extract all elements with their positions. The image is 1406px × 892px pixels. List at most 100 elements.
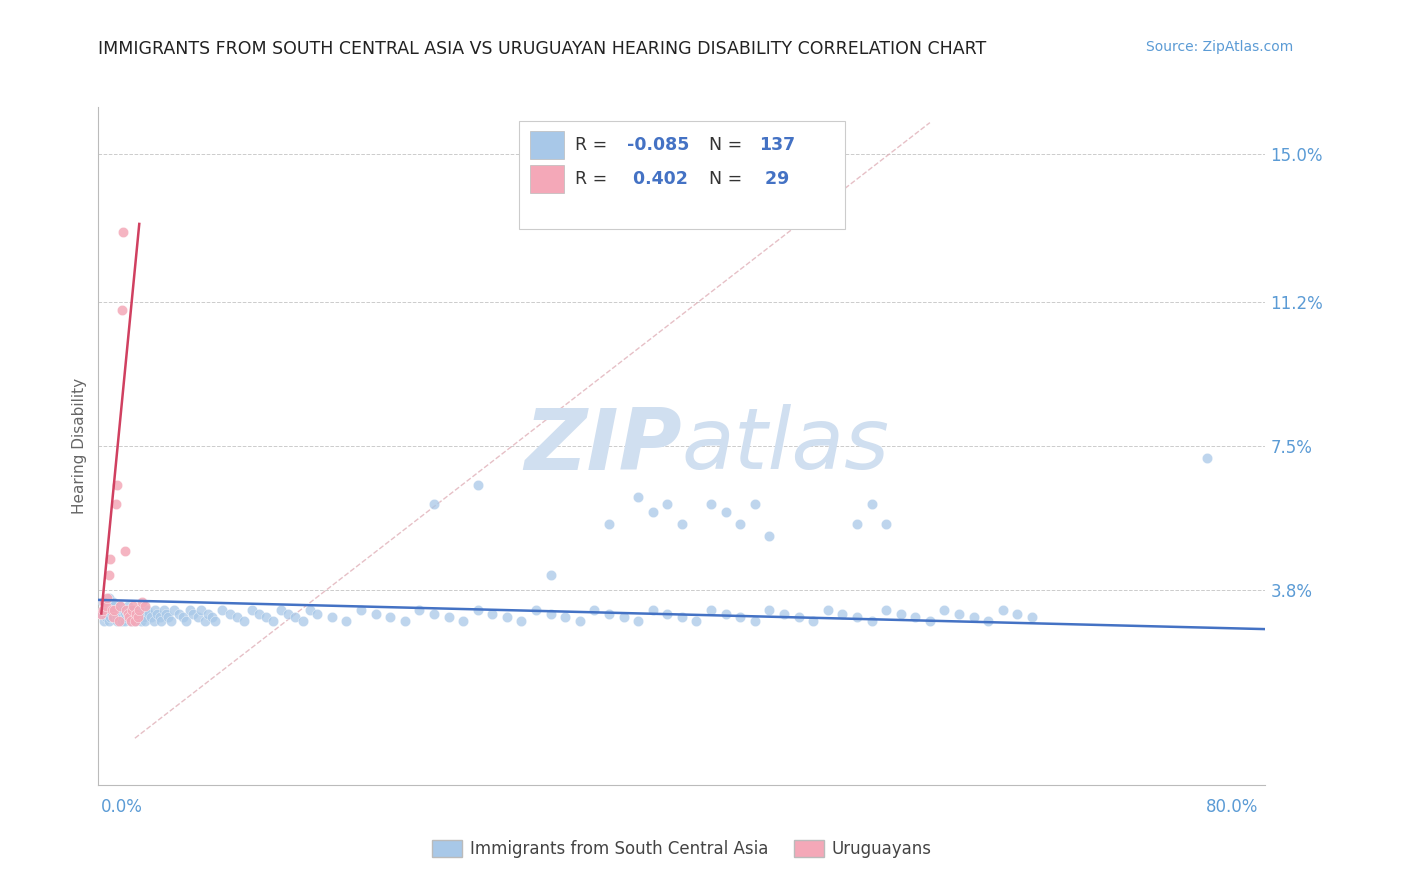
Point (875, 516, 897, 531)
Text: 29: 29 (759, 169, 789, 188)
Point (350, 602, 373, 616)
Text: R =: R = (575, 136, 612, 154)
Point (94, 610, 117, 624)
Point (598, 607, 620, 621)
Point (744, 498, 766, 512)
Point (277, 607, 299, 621)
Point (111, 302, 134, 317)
Point (321, 610, 343, 624)
Point (394, 615, 416, 629)
Point (890, 607, 912, 621)
Point (115, 610, 138, 624)
Text: atlas: atlas (682, 404, 890, 488)
Text: 0.402: 0.402 (627, 169, 688, 188)
Point (120, 615, 142, 629)
Point (155, 607, 177, 621)
Point (146, 607, 169, 621)
Point (174, 615, 197, 629)
Point (598, 516, 620, 531)
Text: -0.085: -0.085 (627, 136, 689, 154)
Text: IMMIGRANTS FROM SOUTH CENTRAL ASIA VS URUGUAYAN HEARING DISABILITY CORRELATION C: IMMIGRANTS FROM SOUTH CENTRAL ASIA VS UR… (98, 40, 987, 58)
Point (142, 615, 165, 629)
Text: R =: R = (575, 169, 612, 188)
Point (423, 607, 446, 621)
Point (134, 599, 156, 613)
Point (240, 602, 263, 616)
Point (226, 610, 249, 624)
Point (117, 599, 139, 613)
Point (110, 599, 132, 613)
FancyBboxPatch shape (530, 165, 564, 194)
Point (991, 602, 1014, 616)
Point (744, 615, 766, 629)
Point (112, 225, 135, 239)
Point (671, 516, 693, 531)
Point (817, 602, 839, 616)
Point (163, 602, 186, 616)
Point (94, 602, 117, 616)
Point (124, 615, 146, 629)
Point (568, 615, 591, 629)
Point (103, 602, 125, 616)
Point (96, 599, 118, 613)
Point (149, 610, 172, 624)
Text: Source: ZipAtlas.com: Source: ZipAtlas.com (1146, 40, 1294, 54)
Point (1007, 607, 1029, 621)
Point (131, 595, 153, 609)
Point (90, 607, 112, 621)
FancyBboxPatch shape (530, 131, 564, 160)
Point (100, 599, 122, 613)
Point (139, 610, 162, 624)
Point (627, 490, 650, 504)
Point (120, 602, 142, 616)
Point (160, 615, 183, 629)
Point (127, 610, 149, 624)
Point (101, 602, 124, 616)
Point (977, 615, 1000, 629)
Point (262, 615, 284, 629)
Point (298, 602, 321, 616)
Point (730, 516, 752, 531)
Point (380, 610, 402, 624)
Point (93, 595, 115, 609)
Point (583, 602, 606, 616)
Point (117, 607, 139, 621)
Point (128, 602, 150, 616)
Point (657, 498, 679, 512)
Point (131, 607, 153, 621)
Point (641, 602, 664, 616)
Point (167, 607, 190, 621)
Point (860, 615, 883, 629)
Point (111, 607, 134, 621)
Point (540, 607, 562, 621)
Point (98, 602, 121, 616)
Point (496, 610, 519, 624)
Point (918, 615, 941, 629)
Point (254, 610, 277, 624)
Point (467, 478, 489, 492)
Point (700, 602, 723, 616)
Point (90, 607, 112, 621)
Point (187, 610, 209, 624)
FancyBboxPatch shape (519, 120, 845, 229)
Point (122, 602, 145, 616)
Point (948, 607, 970, 621)
Point (114, 544, 136, 558)
Point (101, 610, 124, 624)
Point (110, 610, 132, 624)
Point (117, 607, 139, 621)
Point (540, 567, 562, 582)
Point (91, 595, 114, 609)
Point (118, 610, 141, 624)
Point (451, 615, 474, 629)
Point (128, 602, 150, 616)
Point (179, 602, 201, 616)
Point (197, 607, 219, 621)
Point (524, 602, 547, 616)
Point (132, 610, 155, 624)
Point (115, 602, 138, 616)
Text: N =: N = (709, 136, 748, 154)
Text: N =: N = (709, 169, 748, 188)
Point (108, 602, 131, 616)
Point (773, 607, 796, 621)
